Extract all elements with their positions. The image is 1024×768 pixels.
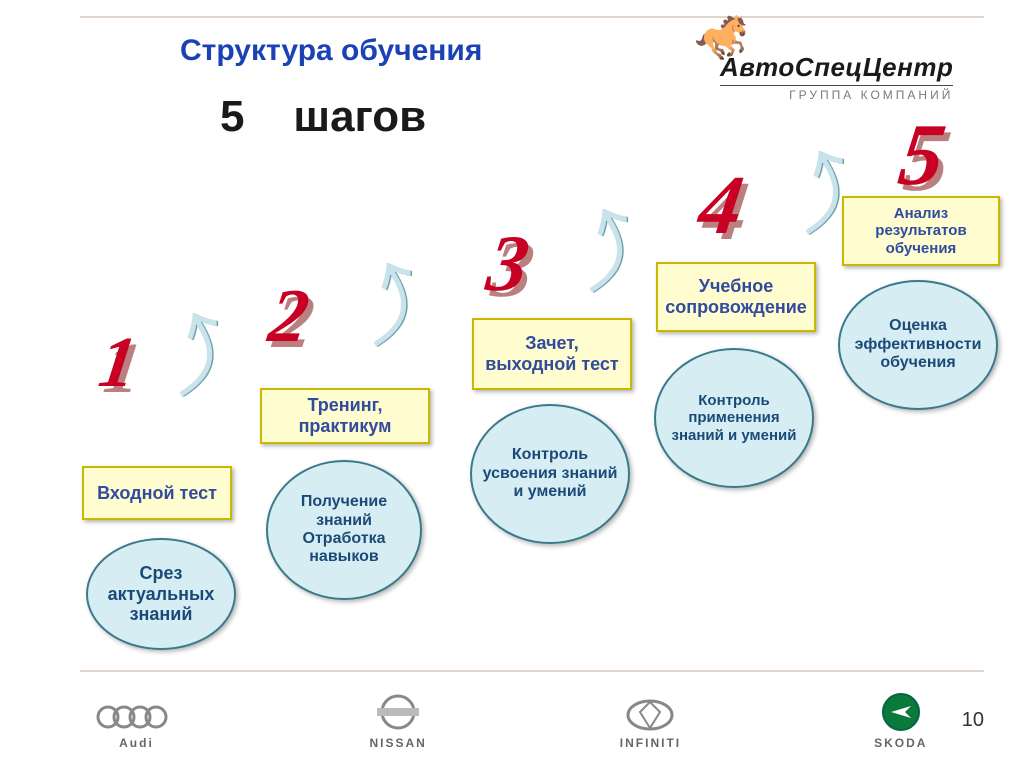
audi-icon xyxy=(96,702,176,732)
title-steps: шагов xyxy=(293,92,426,141)
title-line2: 5 шагов xyxy=(220,92,426,142)
bubble-2: Получение знаний Отработка навыков xyxy=(266,460,422,600)
nissan-icon xyxy=(375,692,421,732)
brand-label-audi: Audi xyxy=(119,736,154,750)
bottom-rule xyxy=(80,670,984,672)
yellow-box-4: Учебное сопровождение xyxy=(656,262,816,332)
company-logo: 🐎 АвтоСпецЦентр ГРУППА КОМПАНИЙ xyxy=(720,52,953,102)
logo-divider xyxy=(720,85,953,86)
horse-icon: 🐎 xyxy=(694,16,749,60)
brand-label-skoda: SKODA xyxy=(874,736,927,750)
brand-nissan: NISSAN xyxy=(369,692,426,750)
yellow-box-5: Анализ результатов обучения xyxy=(842,196,1000,266)
brand-skoda: SKODA xyxy=(874,692,927,750)
step-number-5: 5 xyxy=(894,112,950,200)
arrow-2: ⤴ xyxy=(341,255,439,353)
arrow-1: ⤴ xyxy=(147,305,245,403)
bubble-5: Оценка эффективности обучения xyxy=(838,280,998,410)
title-5: 5 xyxy=(220,92,244,141)
yellow-box-1: Входной тест xyxy=(82,466,232,520)
step-number-3: 3 xyxy=(482,224,533,304)
bubble-3: Контроль усвоения знаний и умений xyxy=(470,404,630,544)
bubble-1: Срез актуальных знаний xyxy=(86,538,236,650)
brand-label-infiniti: INFINITI xyxy=(620,736,681,750)
yellow-box-3: Зачет, выходной тест xyxy=(472,318,632,390)
step-number-2: 2 xyxy=(265,278,314,354)
infiniti-icon xyxy=(625,698,675,732)
step-number-4: 4 xyxy=(694,164,748,248)
logo-main-text: АвтоСпецЦентр xyxy=(720,52,953,83)
bubble-4: Контроль применения знаний и умений xyxy=(654,348,814,488)
page-number: 10 xyxy=(962,709,984,732)
brand-audi: Audi xyxy=(96,702,176,750)
logo-sub-text: ГРУППА КОМПАНИЙ xyxy=(720,88,953,102)
skoda-icon xyxy=(881,692,921,732)
yellow-box-2: Тренинг, практикум xyxy=(260,388,430,444)
top-rule xyxy=(80,16,984,18)
brand-infiniti: INFINITI xyxy=(620,698,681,750)
title-line1: Структура обучения xyxy=(180,34,482,68)
brand-strip: Audi NISSAN INFINITI SKODA xyxy=(0,680,1024,750)
arrow-3: ⤴ xyxy=(557,201,655,299)
step-number-1: 1 xyxy=(95,326,141,398)
slide: Структура обучения 5 шагов 🐎 АвтоСпецЦен… xyxy=(0,0,1024,768)
brand-label-nissan: NISSAN xyxy=(369,736,426,750)
